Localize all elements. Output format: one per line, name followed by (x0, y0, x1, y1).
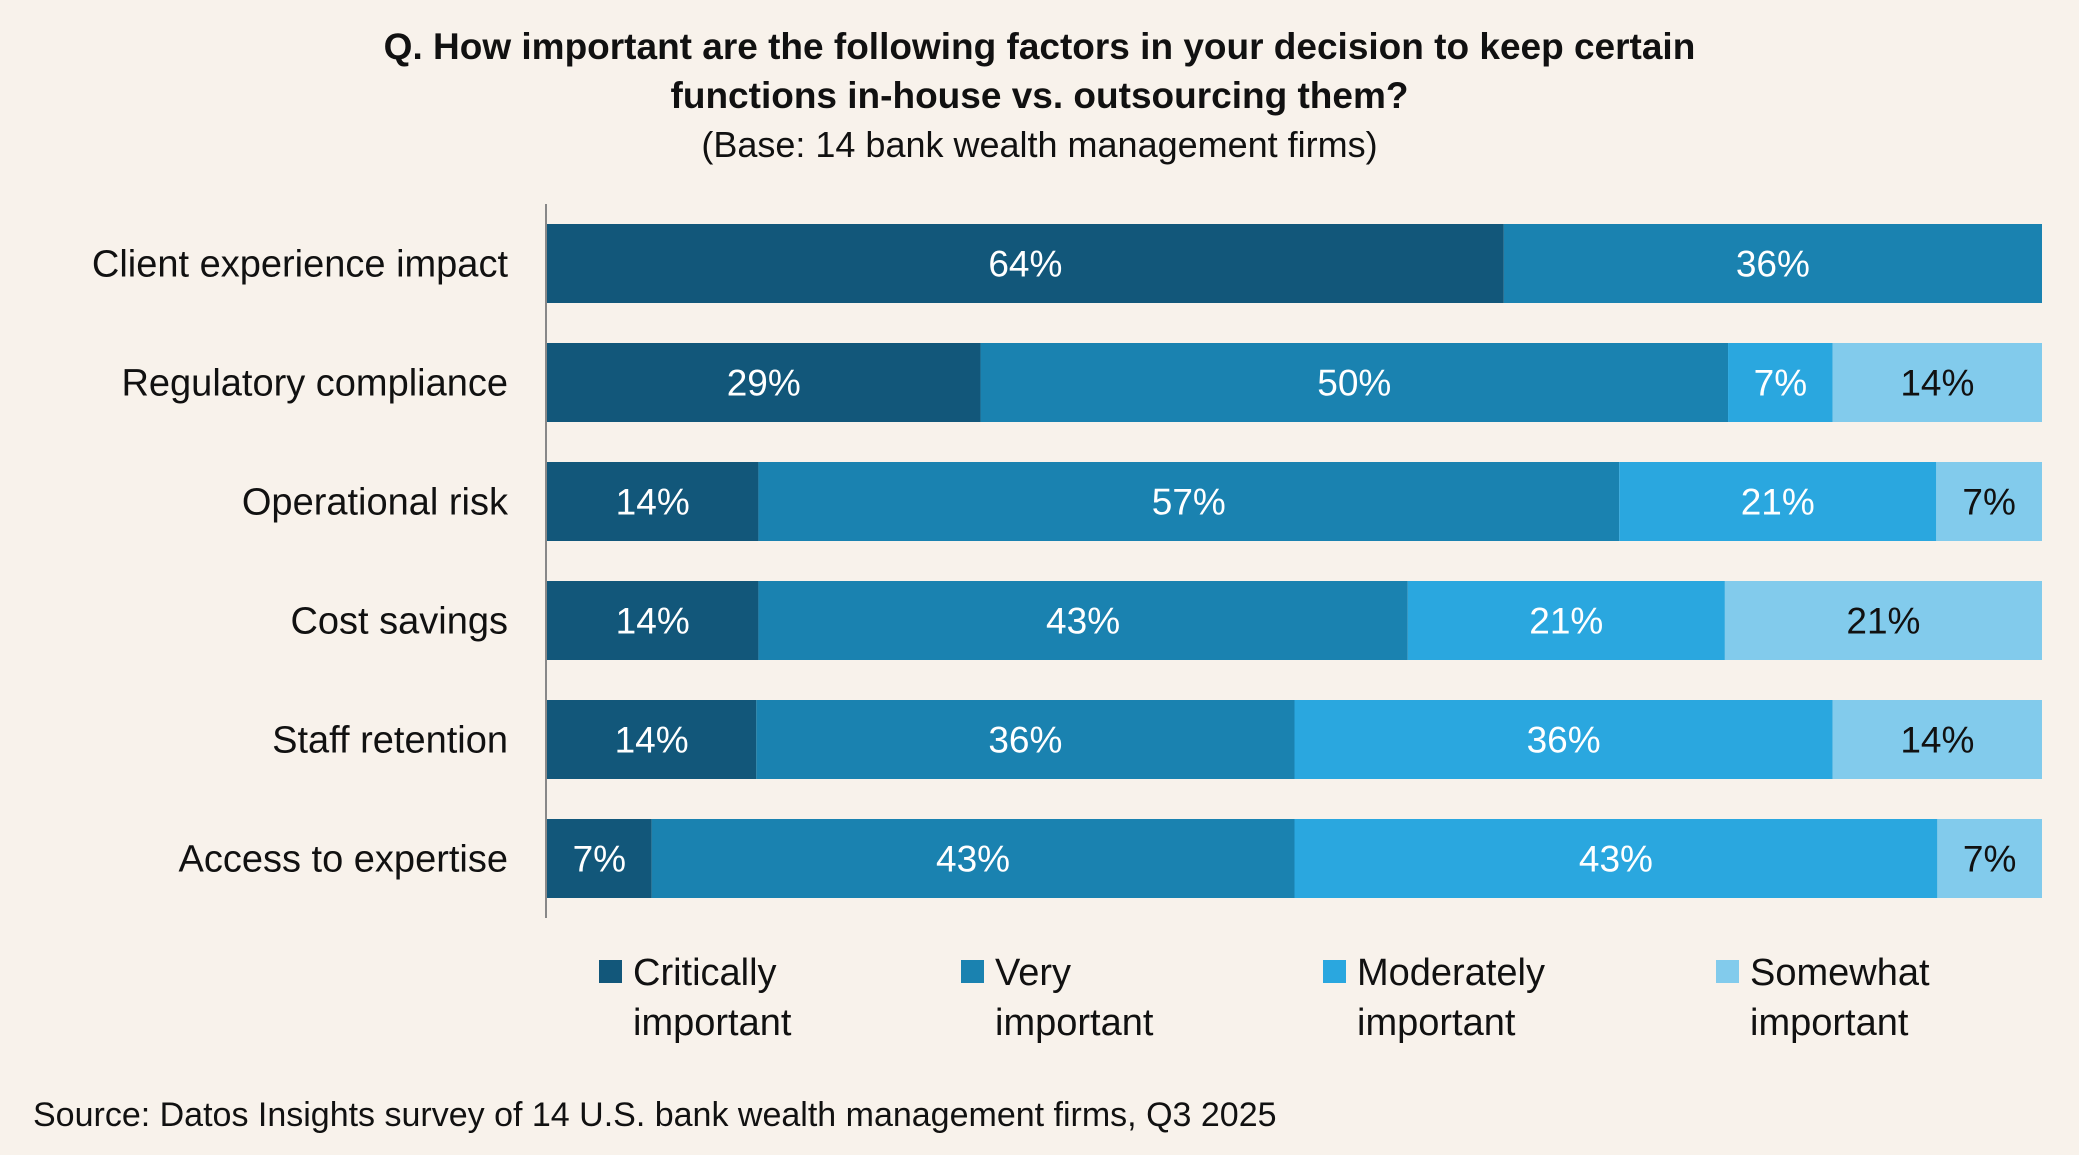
bar-segment (980, 343, 1729, 422)
data-label: 50% (1317, 363, 1391, 404)
data-label: 57% (1152, 482, 1226, 523)
data-label: 14% (616, 482, 690, 523)
data-label: 21% (1529, 601, 1603, 642)
bar-segment (1294, 700, 1833, 779)
legend-label: important (1357, 1002, 1516, 1044)
bar-segment (547, 224, 1504, 303)
bar-segment (1936, 462, 2042, 541)
data-label: 7% (1963, 839, 2016, 880)
data-label: 64% (988, 244, 1062, 285)
data-label: 43% (1046, 601, 1120, 642)
bar-chart: Client experience impact 64% 36% Regulatory… (92, 204, 2042, 918)
bar-segment (758, 581, 1408, 660)
data-label: 7% (1962, 482, 2015, 523)
data-label: 14% (1900, 363, 1974, 404)
legend-swatch (599, 960, 622, 983)
legend-item-critically-important: Critically important (599, 948, 792, 1048)
data-label: 29% (727, 363, 801, 404)
chart-title: Q. How important are the following facto… (0, 22, 2079, 120)
data-label: 14% (616, 601, 690, 642)
bar-segment (1832, 700, 2042, 779)
legend-item-somewhat-important: Somewhat important (1716, 948, 1930, 1048)
data-label: 14% (1900, 720, 1974, 761)
bar-segment (651, 819, 1295, 898)
legend-swatch (1716, 960, 1739, 983)
bar-segment (547, 581, 759, 660)
bar-segment (547, 700, 757, 779)
source-note: Source: Datos Insights survey of 14 U.S.… (33, 1096, 1277, 1134)
category-label: Cost savings (290, 601, 508, 643)
title-line-2: functions in-house vs. outsourcing them? (670, 75, 1409, 116)
data-label: 7% (573, 839, 626, 880)
bar-segment (1832, 343, 2042, 422)
bar-segment (547, 343, 981, 422)
chart-subtitle: (Base: 14 bank wealth management firms) (701, 124, 1378, 165)
category-label: Client experience impact (92, 244, 509, 286)
data-label: 36% (1736, 244, 1810, 285)
data-label: 21% (1741, 482, 1815, 523)
legend-label: Somewhat (1750, 952, 1930, 994)
bar-segment (1724, 581, 2042, 660)
bar-segment (1728, 343, 1833, 422)
legend-label: Moderately (1357, 952, 1545, 994)
bar-segment (1294, 819, 1938, 898)
data-label: 14% (615, 720, 689, 761)
bar-segment (1937, 819, 2042, 898)
legend-item-very-important: Very important (961, 948, 1154, 1048)
bar-segment (547, 819, 652, 898)
data-label: 21% (1846, 601, 1920, 642)
category-label: Operational risk (242, 482, 509, 524)
bar-segment (547, 462, 759, 541)
title-line-1: Q. How important are the following facto… (383, 26, 1696, 67)
category-label: Regulatory compliance (121, 363, 508, 405)
data-label: 7% (1754, 363, 1807, 404)
data-label: 43% (1579, 839, 1653, 880)
data-label: 43% (936, 839, 1010, 880)
legend-label: important (1750, 1002, 1909, 1044)
legend-swatch (961, 960, 984, 983)
legend-label: Very (995, 952, 1072, 994)
legend-label: important (633, 1002, 792, 1044)
category-label: Staff retention (272, 720, 508, 762)
data-label: 36% (1527, 720, 1601, 761)
data-label: 36% (988, 720, 1062, 761)
legend-item-moderately-important: Moderately important (1323, 948, 1545, 1048)
legend-label: important (995, 1002, 1154, 1044)
bar-segment (1407, 581, 1725, 660)
legend-swatch (1323, 960, 1346, 983)
bar-segment (758, 462, 1620, 541)
bar-segment (1503, 224, 2042, 303)
legend-label: Critically (633, 952, 777, 994)
bar-segment (756, 700, 1295, 779)
category-label: Access to expertise (179, 839, 508, 881)
bar-segment (1619, 462, 1937, 541)
